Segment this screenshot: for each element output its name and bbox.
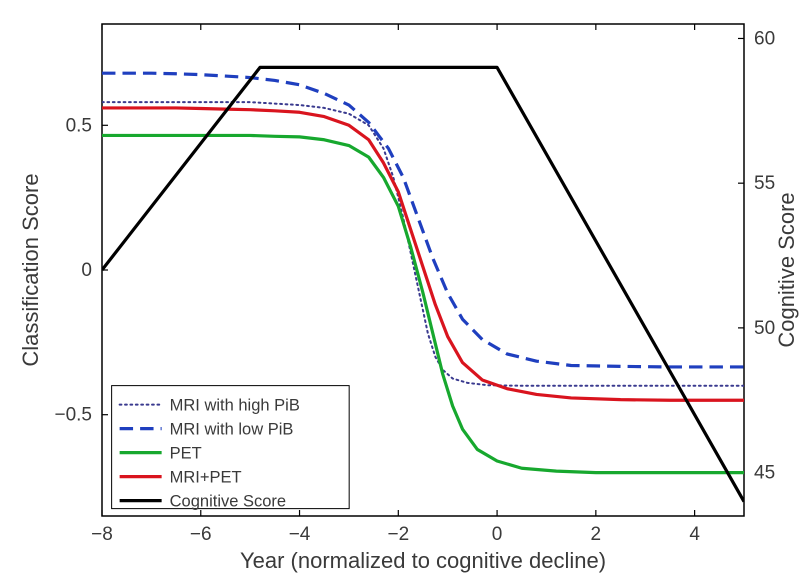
- svg-text:Classification Score: Classification Score: [18, 173, 43, 366]
- svg-text:0: 0: [81, 260, 92, 281]
- svg-text:−2: −2: [387, 524, 409, 545]
- svg-text:0: 0: [492, 524, 503, 545]
- svg-text:−6: −6: [190, 524, 212, 545]
- svg-text:4: 4: [689, 524, 700, 545]
- chart-container: −8 −6 −4 −2 0 2 4 Year (normalized to cognitive…: [0, 0, 800, 585]
- legend-label-cognitive: Cognitive Score: [170, 492, 286, 510]
- line-chart: −8 −6 −4 −2 0 2 4 Year (normalized to cognitive…: [0, 0, 800, 585]
- svg-text:2: 2: [591, 524, 602, 545]
- svg-text:−8: −8: [91, 524, 113, 545]
- svg-text:45: 45: [754, 463, 775, 484]
- svg-text:55: 55: [754, 173, 775, 194]
- svg-text:Cognitive Score: Cognitive Score: [774, 192, 799, 347]
- legend: MRI with high PiB MRI with low PiB PET MRI+…: [112, 386, 350, 511]
- legend-label-mri_low_pib: MRI with low PiB: [170, 420, 294, 438]
- svg-text:0.5: 0.5: [66, 115, 92, 136]
- svg-text:60: 60: [754, 28, 775, 49]
- legend-label-mri_pet: MRI+PET: [170, 468, 242, 486]
- svg-text:−0.5: −0.5: [54, 405, 92, 426]
- legend-label-pet: PET: [170, 444, 202, 462]
- svg-text:−4: −4: [289, 524, 311, 545]
- svg-text:50: 50: [754, 318, 775, 339]
- legend-label-mri_high_pib: MRI with high PiB: [170, 396, 300, 414]
- svg-text:Year (normalized to cognitive: Year (normalized to cognitive decline): [240, 548, 606, 573]
